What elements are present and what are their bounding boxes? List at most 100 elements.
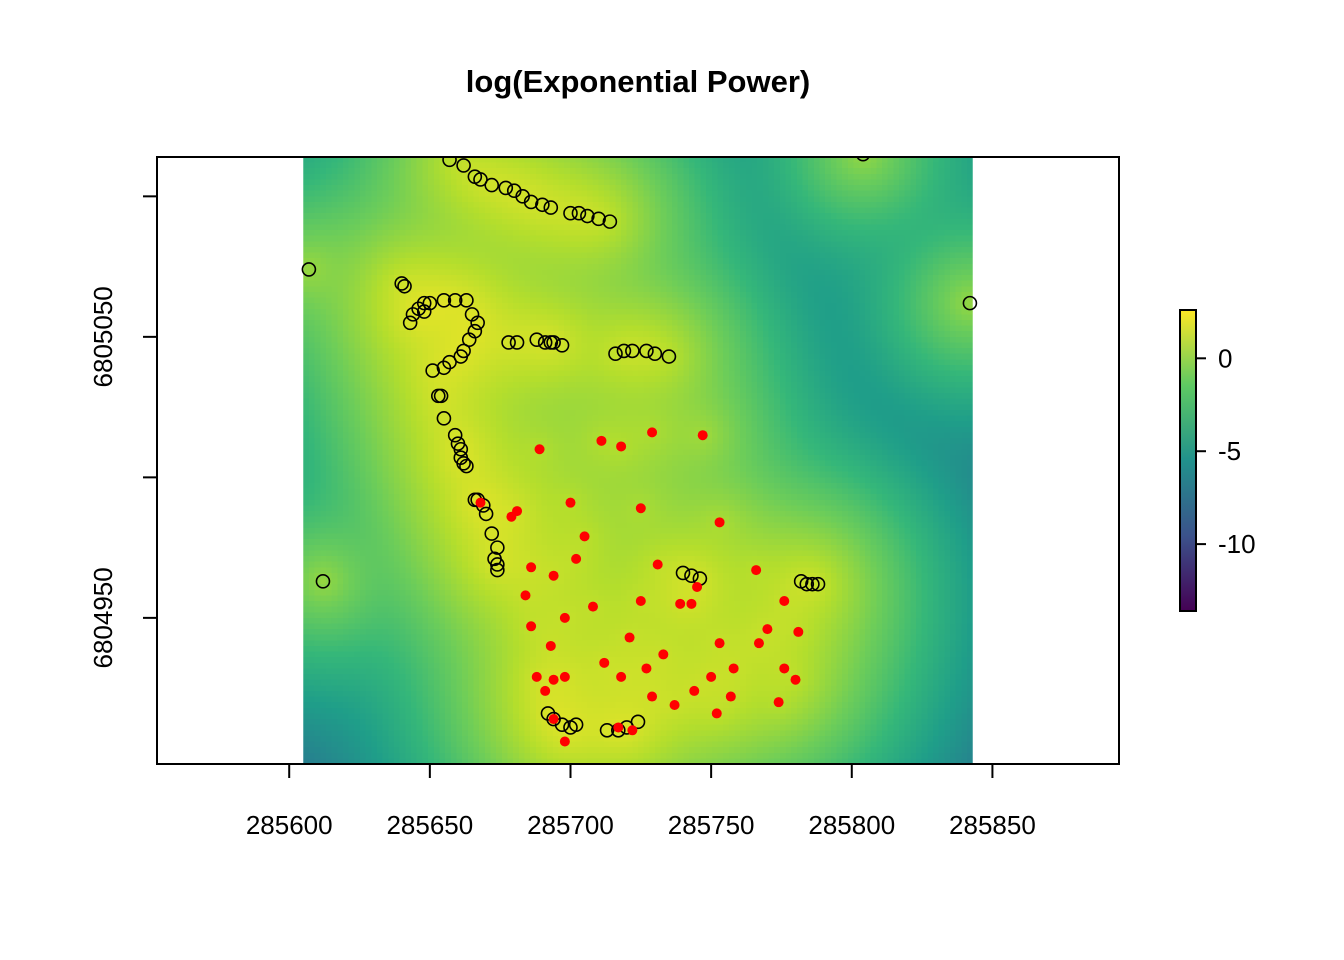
open-circle-point bbox=[580, 208, 595, 224]
open-circle-point bbox=[453, 349, 469, 364]
red-dot-point bbox=[711, 708, 722, 719]
heatmap-raster bbox=[303, 157, 973, 764]
open-circle-point bbox=[509, 335, 525, 350]
red-dot-point bbox=[534, 444, 545, 455]
open-circle-point bbox=[523, 194, 539, 210]
open-circle-point bbox=[459, 458, 474, 474]
red-dot-point bbox=[779, 663, 790, 674]
open-circle-point bbox=[546, 335, 561, 350]
open-circle-point bbox=[436, 293, 452, 308]
x-tick-label: 285650 bbox=[386, 810, 473, 840]
open-circle-point bbox=[647, 346, 663, 362]
open-circle-point bbox=[630, 714, 646, 730]
red-dot-point bbox=[706, 671, 717, 682]
open-circle-point bbox=[490, 562, 505, 578]
red-dot-point bbox=[624, 632, 635, 643]
raster-layer bbox=[303, 157, 973, 764]
red-dot-point bbox=[658, 649, 669, 660]
red-dot-point bbox=[559, 736, 570, 747]
open-circle-point bbox=[602, 214, 618, 229]
colorbar-ticks: 0 -5 -10 bbox=[1196, 343, 1256, 559]
red-dot-point bbox=[647, 691, 658, 702]
red-dot-point bbox=[548, 714, 559, 725]
open-circle-point bbox=[501, 335, 516, 350]
red-dot-point bbox=[641, 663, 652, 674]
open-circle-point bbox=[684, 568, 699, 584]
colorbar-tick-label: 0 bbox=[1218, 343, 1232, 373]
red-dot-point bbox=[475, 497, 486, 508]
red-dot-point bbox=[773, 697, 784, 708]
red-dot-point bbox=[571, 553, 582, 564]
open-circle-point bbox=[490, 540, 505, 555]
open-circle-point bbox=[453, 441, 469, 457]
open-circle-point bbox=[315, 574, 331, 589]
open-circle-point bbox=[599, 722, 615, 738]
red-dot-point bbox=[675, 598, 686, 609]
x-tick-label: 285600 bbox=[246, 810, 333, 840]
red-dot-point bbox=[669, 699, 680, 710]
red-dot-point bbox=[793, 626, 804, 637]
open-circle-point bbox=[563, 205, 578, 221]
red-dot-point bbox=[559, 612, 570, 623]
open-circle-point bbox=[591, 211, 606, 227]
open-circle-point bbox=[442, 157, 457, 168]
red-dot-point bbox=[596, 435, 607, 446]
colorbar-tick-label: -10 bbox=[1218, 529, 1256, 559]
open-circle-point bbox=[805, 576, 820, 592]
open-circle-point bbox=[571, 205, 587, 221]
chart-title: log(Exponential Power) bbox=[466, 64, 810, 99]
red-dot-point bbox=[548, 570, 559, 581]
open-circle-point bbox=[436, 411, 452, 426]
open-circle-point bbox=[675, 565, 691, 581]
red-dot-point bbox=[545, 640, 556, 651]
red-dot-point bbox=[613, 722, 624, 733]
x-axis: 285600 285650 285700 285750 285800 285850 bbox=[246, 763, 1036, 840]
open-circle-point bbox=[535, 197, 550, 213]
red-dot-point bbox=[579, 531, 590, 542]
open-circle-point bbox=[490, 557, 505, 572]
red-dot-point bbox=[627, 725, 638, 736]
red-dot-point bbox=[714, 638, 725, 649]
open-circle-point bbox=[799, 576, 815, 592]
open-circle-point bbox=[540, 706, 556, 721]
colorbar-tick-label: -5 bbox=[1218, 436, 1241, 466]
open-circle-point bbox=[416, 304, 432, 319]
x-tick-label: 285750 bbox=[668, 810, 755, 840]
red-dot-point bbox=[635, 503, 646, 514]
open-circle-point bbox=[436, 360, 452, 376]
open-circle-point bbox=[416, 295, 432, 311]
open-circle-point bbox=[498, 180, 514, 196]
red-dot-point bbox=[559, 671, 570, 682]
open-circle-point bbox=[608, 346, 623, 362]
red-dot-point bbox=[616, 441, 627, 452]
open-circle-point bbox=[425, 363, 440, 378]
x-tick-label: 285700 bbox=[527, 810, 614, 840]
red-dot-point bbox=[520, 590, 531, 601]
x-tick-label: 285800 bbox=[808, 810, 895, 840]
colorbar: 0 -5 -10 bbox=[1179, 309, 1256, 612]
open-circle-point bbox=[810, 576, 826, 592]
red-dot-point bbox=[714, 517, 725, 528]
red-dot-point bbox=[725, 691, 736, 702]
open-circle-point bbox=[459, 293, 474, 308]
red-dot-point bbox=[587, 601, 598, 612]
red-dot-point bbox=[689, 685, 700, 696]
red-dot-point bbox=[647, 427, 658, 438]
open-circle-point bbox=[456, 456, 471, 471]
open-circle-point bbox=[461, 332, 477, 347]
open-circle-point bbox=[484, 177, 500, 193]
open-circle-point bbox=[856, 157, 870, 162]
open-circle-point bbox=[529, 332, 545, 347]
red-dot-point bbox=[790, 674, 801, 685]
open-circle-point bbox=[402, 315, 418, 331]
open-circle-point bbox=[430, 388, 446, 404]
open-circle-point bbox=[478, 506, 494, 522]
red-dot-point bbox=[526, 562, 537, 573]
open-circle-point bbox=[456, 158, 471, 173]
red-dot-point bbox=[728, 663, 739, 674]
open-circle-point bbox=[394, 276, 410, 291]
open-circle-point bbox=[447, 427, 463, 443]
red-dot-point bbox=[548, 674, 559, 685]
red-dot-point bbox=[751, 565, 762, 576]
